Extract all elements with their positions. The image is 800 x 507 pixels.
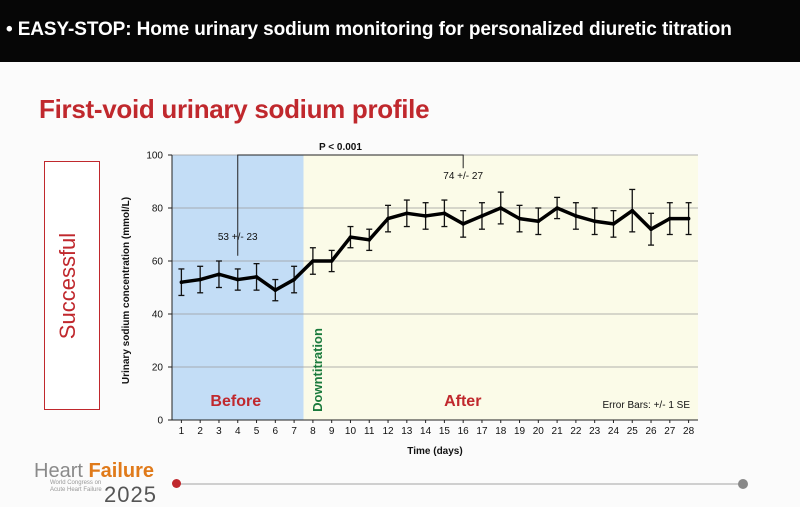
region-label-after: After: [444, 393, 481, 410]
data-point: [311, 259, 315, 263]
x-tick-label: 26: [645, 426, 657, 437]
p-value-label: P < 0.001: [319, 142, 362, 153]
data-point: [198, 277, 202, 282]
p-value-bracket: [237, 154, 464, 256]
x-tick-label: 7: [291, 426, 297, 437]
data-point: [179, 280, 184, 284]
mean-annotation: 53 +/- 23: [218, 232, 258, 243]
banner-title: • EASY-STOP: Home urinary sodium monitor…: [6, 19, 732, 40]
y-tick-label: 60: [152, 257, 164, 268]
x-tick-label: 19: [514, 426, 526, 437]
logo-subtext: World Congress on Acute Heart Failure: [50, 480, 102, 493]
x-tick-label: 28: [683, 426, 695, 437]
data-point: [630, 208, 635, 213]
data-point: [555, 206, 559, 210]
x-tick-label: 14: [420, 426, 432, 437]
x-tick-label: 11: [364, 426, 375, 437]
data-point: [536, 219, 541, 224]
x-tick-label: 18: [495, 426, 507, 437]
top-banner: • EASY-STOP: Home urinary sodium monitor…: [0, 0, 800, 62]
y-tick-label: 80: [152, 204, 164, 215]
x-tick-label: 1: [179, 426, 185, 437]
data-point: [348, 235, 353, 239]
slide: First-void urinary sodium profile Succes…: [0, 62, 800, 507]
logo-word-failure: Failure: [88, 460, 155, 482]
downtitration-label: Downtitration: [310, 328, 325, 412]
data-point: [254, 275, 259, 279]
outcome-box: [44, 161, 100, 410]
data-point: [442, 211, 447, 216]
x-tick-label: 21: [552, 426, 564, 437]
x-tick-label: 3: [216, 426, 222, 437]
data-point: [273, 288, 278, 292]
series-line: [181, 206, 689, 292]
x-tick-label: 25: [627, 426, 639, 437]
x-tick-label: 6: [273, 426, 279, 437]
data-point: [329, 259, 334, 263]
slide-progress-track[interactable]: [176, 483, 744, 485]
data-point: [574, 214, 578, 218]
x-tick-label: 22: [570, 426, 582, 437]
data-point: [649, 227, 653, 231]
x-axis-label: Time (days): [407, 446, 462, 457]
logo-year: 2025: [104, 482, 157, 507]
logo-word-heart: Heart: [34, 460, 89, 482]
y-tick-label: 20: [152, 363, 164, 374]
data-point: [611, 222, 616, 226]
mean-annotation: 74 +/- 27: [443, 171, 483, 182]
x-tick-label: 15: [439, 426, 451, 437]
x-tick-label: 2: [197, 426, 203, 437]
slide-progress-end-dot[interactable]: [738, 479, 748, 489]
data-point: [217, 272, 221, 277]
data-point: [498, 206, 503, 210]
error-bars-note: Error Bars: +/- 1 SE: [602, 400, 690, 411]
data-point: [592, 219, 597, 224]
data-point: [386, 216, 390, 221]
conference-logo: Heart Failure World Congress on Acute He…: [34, 460, 156, 507]
data-point: [235, 277, 240, 282]
y-axis-label: Urinary sodium concentration (mmol/L): [121, 197, 132, 384]
data-point: [686, 216, 691, 221]
chart-regions: [172, 155, 698, 420]
y-tick-label: 40: [152, 310, 164, 321]
y-tick-label: 0: [157, 416, 163, 427]
x-tick-label: 17: [476, 426, 488, 437]
x-tick-label: 8: [310, 426, 316, 437]
chart-annotations: Before After Downtitration P < 0.001 53 +/- …: [210, 142, 690, 412]
data-point: [367, 238, 372, 242]
x-tick-label: 20: [533, 426, 545, 437]
data-point: [517, 216, 522, 221]
data-point: [405, 211, 409, 216]
x-tick-label: 16: [458, 426, 470, 437]
slide-progress-start-dot[interactable]: [172, 479, 181, 488]
data-point: [461, 222, 465, 226]
region-label-before: Before: [210, 393, 261, 410]
x-tick-label: 12: [382, 426, 394, 437]
x-tick-label: 5: [254, 426, 260, 437]
data-point: [292, 277, 296, 282]
data-point: [668, 216, 672, 221]
data-point: [480, 214, 484, 218]
chart-series: [178, 188, 692, 302]
y-tick-label: 100: [146, 151, 163, 162]
x-tick-label: 10: [345, 426, 357, 437]
x-tick-label: 9: [329, 426, 335, 437]
x-tick-label: 4: [235, 426, 241, 437]
slide-title: First-void urinary sodium profile: [39, 94, 430, 124]
data-point: [423, 214, 428, 218]
x-tick-label: 13: [401, 426, 413, 437]
x-tick-label: 23: [589, 426, 601, 437]
x-tick-label: 24: [608, 426, 620, 437]
x-tick-label: 27: [664, 426, 676, 437]
